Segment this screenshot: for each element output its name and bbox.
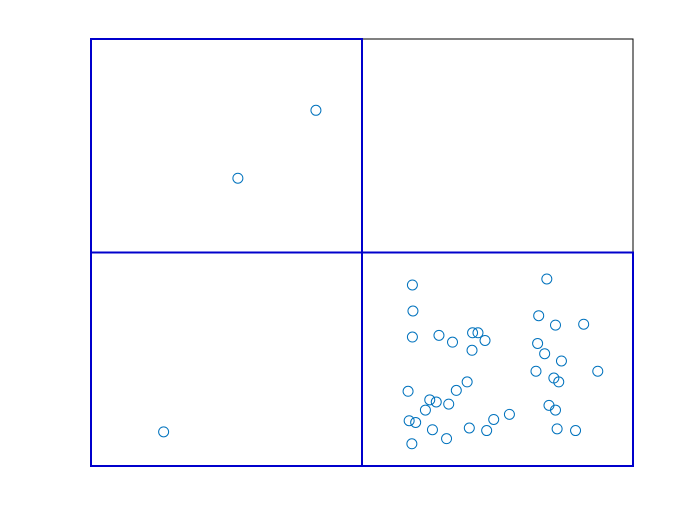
data-point <box>472 327 484 339</box>
data-point <box>592 365 604 377</box>
data-point <box>158 426 170 438</box>
data-point <box>539 348 551 360</box>
data-point <box>488 413 500 425</box>
data-point <box>570 425 582 437</box>
data-point <box>406 279 418 291</box>
data-point <box>461 376 473 388</box>
data-point <box>533 310 545 322</box>
data-point <box>530 365 542 377</box>
quadtree-cells <box>90 38 634 467</box>
data-point <box>466 344 478 356</box>
data-point <box>419 404 431 416</box>
data-point <box>503 408 515 420</box>
data-points <box>158 104 604 450</box>
data-point <box>232 172 244 184</box>
data-point <box>433 329 445 341</box>
data-point <box>310 104 322 116</box>
data-point <box>549 404 561 416</box>
data-point <box>447 336 459 348</box>
data-point <box>479 334 491 346</box>
data-point <box>406 331 418 343</box>
data-point <box>553 376 565 388</box>
data-point <box>541 273 553 285</box>
data-point <box>555 355 567 367</box>
data-point <box>402 385 414 397</box>
data-point <box>481 425 493 437</box>
data-point <box>467 327 479 339</box>
data-point <box>578 318 590 330</box>
data-point <box>424 394 436 406</box>
quadtree-cell <box>361 251 634 467</box>
data-point <box>549 319 561 331</box>
data-point <box>441 433 453 445</box>
data-point <box>532 337 544 349</box>
data-point <box>450 384 462 396</box>
data-point <box>410 416 422 428</box>
data-point <box>407 305 419 317</box>
data-point <box>426 424 438 436</box>
data-point <box>551 423 563 435</box>
data-point <box>430 396 442 408</box>
data-point <box>403 415 415 427</box>
data-point <box>406 438 418 450</box>
data-point <box>463 422 475 434</box>
data-point <box>443 398 455 410</box>
